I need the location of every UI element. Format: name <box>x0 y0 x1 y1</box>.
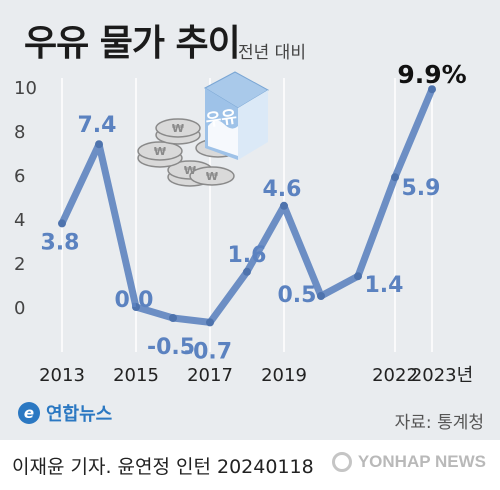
data-points <box>58 85 436 327</box>
won-symbol-icon: ₩ ₩ ₩ ₩ <box>154 122 218 183</box>
chart-subtitle: 전년 대비 <box>238 43 306 63</box>
data-point <box>169 314 177 322</box>
agency-name: 연합뉴스 <box>46 404 113 425</box>
watermark-logo-icon <box>331 452 352 472</box>
line-chart: 0 2 4 6 8 10 ₩ ₩ ₩ ₩ 우유 3.8 7.4 0.0 -0.5 <box>14 60 473 386</box>
data-label: 7.4 <box>78 113 117 138</box>
data-labels: 3.8 7.4 0.0 -0.5-0.7 1.6 4.6 0.5 1.4 5.9 9.9% <box>41 60 467 364</box>
x-tick-label: 2019 <box>261 365 307 386</box>
data-label: 0.5 <box>278 283 317 308</box>
data-point <box>95 140 103 149</box>
watermark: YONHAP NEWS <box>331 452 486 472</box>
data-label: 1.6 <box>228 243 267 268</box>
svg-text:₩: ₩ <box>184 164 196 177</box>
data-label: 3.8 <box>41 230 80 255</box>
data-label: 4.6 <box>263 177 302 202</box>
data-point <box>132 303 140 311</box>
y-tick-label: 6 <box>14 166 25 187</box>
byline: 이재윤 기자. 윤연정 인턴 20240118 <box>12 456 314 478</box>
data-point <box>391 173 399 182</box>
svg-text:₩: ₩ <box>172 122 184 135</box>
y-tick-label: 0 <box>14 298 25 319</box>
svg-text:₩: ₩ <box>154 145 166 158</box>
agency-logo-icon: e <box>18 402 40 424</box>
data-label: -0.5 <box>147 335 195 360</box>
data-point <box>280 201 288 210</box>
x-tick-label: 2023년 <box>411 365 473 386</box>
x-tick-label: 2022 <box>372 365 418 386</box>
data-point <box>317 292 325 300</box>
data-point <box>428 85 436 94</box>
svg-text:₩: ₩ <box>206 170 218 183</box>
x-tick-label: 2017 <box>187 365 233 386</box>
highlight-data-label: 9.9% <box>397 60 466 89</box>
y-tick-label: 10 <box>14 78 37 99</box>
data-label: 0.0 <box>115 288 154 313</box>
source-note: 자료: 통계청 <box>394 413 484 433</box>
y-tick-label: 4 <box>14 210 25 231</box>
y-tick-label: 2 <box>14 254 25 275</box>
svg-text:우유: 우유 <box>204 107 238 131</box>
y-axis: 0 2 4 6 8 10 <box>14 78 37 319</box>
agency-logo: e 연합뉴스 <box>18 400 112 426</box>
data-point <box>243 267 251 276</box>
data-label: 1.4 <box>365 273 404 298</box>
y-tick-label: 8 <box>14 122 25 143</box>
data-label: 5.9 <box>402 176 441 201</box>
chart-title: 우유 물가 추이 <box>24 23 241 64</box>
milk-carton-coins-illustration: ₩ ₩ ₩ ₩ 우유 <box>137 71 270 187</box>
watermark-text: YONHAP NEWS <box>357 452 486 471</box>
x-tick-label: 2015 <box>113 365 159 386</box>
data-point <box>58 219 66 228</box>
coin-stack-icon <box>137 118 241 187</box>
data-point <box>354 272 362 281</box>
data-point <box>206 318 214 327</box>
chart-panel <box>0 0 500 440</box>
data-label: -0.7 <box>184 339 232 364</box>
x-tick-label: 2013 <box>39 365 85 386</box>
milk-carton-icon: 우유 <box>203 71 270 160</box>
